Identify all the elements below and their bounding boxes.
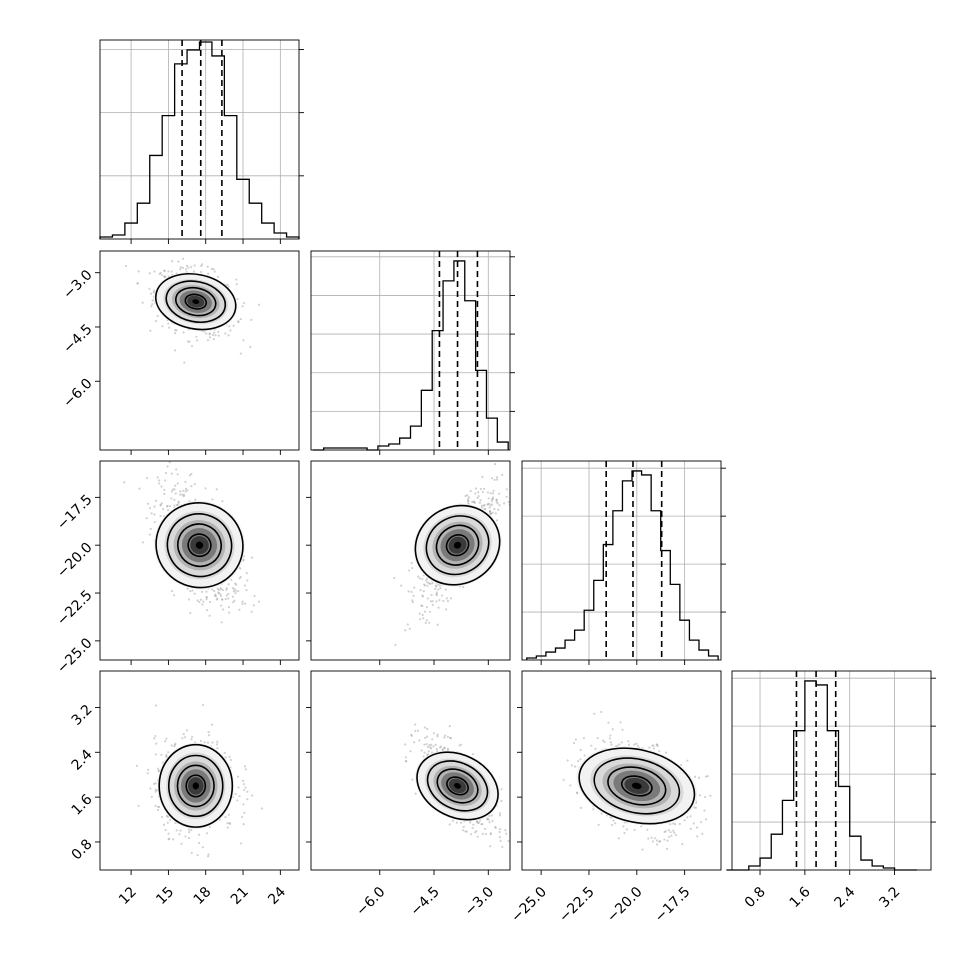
hist-1-frame — [310, 250, 511, 451]
pair-2-1-contour — [445, 534, 470, 557]
pair-3-0-contour — [167, 754, 224, 818]
pair-3-2-contour — [620, 775, 653, 797]
pair-3-0-xtick-label: 21 — [228, 884, 252, 908]
pair-3-1-xtick-label: −3.0 — [462, 884, 497, 919]
pair-3-1-contour — [436, 768, 479, 804]
pair-3-1-xtick-label: −6.0 — [353, 884, 388, 919]
pair-3-0-xtick-label: 24 — [265, 884, 289, 908]
hist-1 — [310, 250, 515, 455]
pair-3-2-density-level — [631, 782, 642, 790]
pair-2-0-ytick-label: −17.5 — [54, 492, 96, 534]
pair-2-1-frame — [310, 460, 511, 661]
pair-3-2-xtick-label: −22.5 — [556, 884, 598, 926]
pair-3-1-contour — [426, 760, 489, 812]
pair-1-0-ytick-label: −6.0 — [60, 376, 95, 411]
hist-3-xtick-label: 3.2 — [876, 884, 903, 911]
hist-3-bars — [726, 680, 917, 871]
pair-3-0-ytick-label: 3.2 — [69, 702, 96, 729]
pair-2-0-frame — [99, 460, 300, 661]
pair-3-0: 12 15 18 21 24 3.2 2.4 1.6 0.8 — [69, 670, 300, 908]
hist-2-frame — [521, 460, 722, 661]
hist-3-xtick-label: 2.4 — [831, 884, 858, 911]
pair-2-0-contour — [187, 533, 212, 558]
pair-1-0-contour — [154, 273, 237, 331]
pair-1-0-density-level — [192, 299, 200, 305]
pair-2-0-contour — [166, 513, 233, 578]
pair-3-0-frame — [99, 670, 300, 871]
pair-3-1-xtick-label: −4.5 — [407, 884, 442, 919]
hist-3-frame — [731, 670, 932, 871]
pair-3-2-contour — [578, 747, 696, 825]
pair-3-2-xtick-label: −20.0 — [604, 884, 646, 926]
pair-3-0-ytick-label: 0.8 — [69, 836, 96, 863]
pair-1-0: −3.0 −4.5 −6.0 — [60, 250, 300, 455]
pair-2-0-ytick-label: −22.5 — [54, 587, 96, 629]
pair-3-0-xtick-label: 18 — [191, 884, 215, 908]
pair-3-0-contour — [176, 764, 215, 808]
pair-3-2-contour — [607, 766, 667, 806]
pair-2-1-contour — [425, 515, 490, 576]
pair-1-0-contour — [174, 286, 217, 317]
pair-2-1-contour — [414, 504, 501, 586]
pair-3-1-contour — [416, 751, 499, 821]
pair-3-0-density-level — [192, 782, 199, 790]
pair-1-0-contour — [184, 293, 208, 310]
hist-0 — [99, 39, 304, 244]
pair-3-2-frame — [521, 670, 722, 871]
pair-2-1 — [306, 460, 511, 665]
pair-3-0-ytick-label: 2.4 — [69, 747, 96, 774]
pair-2-0-ytick-label: −20.0 — [54, 540, 96, 582]
pair-1-0-contour — [165, 280, 227, 323]
pair-2-1-contour — [435, 524, 480, 566]
pair-2-0: −17.5 −20.0 −22.5 −25.0 — [54, 460, 300, 677]
pair-3-1-contour — [446, 776, 469, 796]
pair-1-0-ytick-label: −3.0 — [60, 267, 95, 302]
hist-2 — [521, 460, 726, 665]
pair-3-1-frame — [310, 670, 511, 871]
hist-1-bars — [312, 260, 509, 451]
pair-3-0-xtick-label: 12 — [116, 884, 140, 908]
hist-3-xtick-label: 1.6 — [787, 884, 814, 911]
pair-3-2: −25.0 −22.5 −20.0 −17.5 — [508, 670, 722, 926]
hist-0-frame — [99, 39, 300, 240]
pair-3-0-contour — [158, 743, 234, 828]
pair-3-2-contour — [593, 757, 681, 815]
pair-3-1: −6.0 −4.5 −3.0 — [306, 670, 511, 919]
pair-3-0-xtick-label: 15 — [153, 884, 177, 908]
pair-2-0-ytick-label: −25.0 — [54, 635, 96, 677]
hist-3: 0.8 1.6 2.4 3.2 — [726, 670, 936, 911]
pair-2-0-contour — [176, 523, 223, 568]
pair-3-2-xtick-label: −25.0 — [508, 884, 550, 926]
pair-1-0-frame — [99, 250, 300, 451]
pair-3-2-xtick-label: −17.5 — [652, 884, 694, 926]
pair-3-0-ytick-label: 1.6 — [69, 791, 96, 818]
pair-1-0-ytick-label: −4.5 — [60, 321, 95, 356]
pair-3-1-density-level — [454, 783, 462, 789]
pair-2-0-density-level — [195, 541, 204, 549]
hist-3-xtick-label: 0.8 — [742, 884, 769, 911]
pair-3-0-contour — [185, 774, 207, 798]
pair-2-1-density-level — [453, 541, 462, 549]
hist-2-bars — [526, 470, 719, 660]
hist-0-bars — [99, 41, 300, 239]
pair-2-0-contour — [155, 502, 244, 589]
